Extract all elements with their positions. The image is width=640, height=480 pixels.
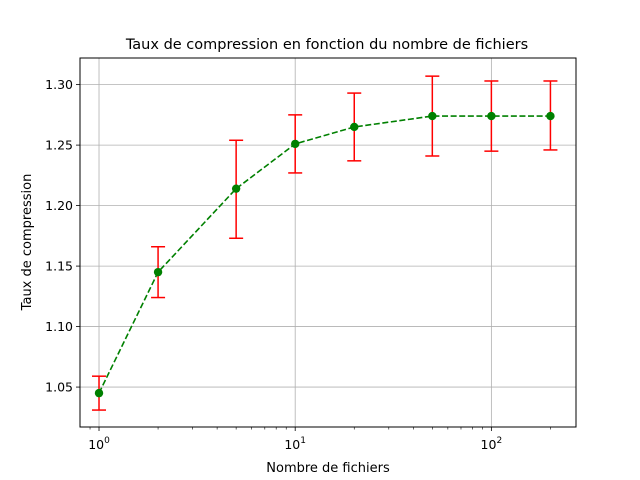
data-point	[290, 139, 300, 149]
x-tick-label: 102	[481, 436, 503, 452]
data-series	[92, 75, 558, 411]
plot-frame	[79, 57, 577, 428]
data-point	[428, 111, 437, 121]
data-point	[153, 267, 163, 277]
data-point	[546, 111, 555, 121]
axis-ticks: 1.05 1.10 1.15 1.20 1.25 1.30 100 101 102	[45, 77, 551, 452]
y-axis-label: Taux de compression	[20, 174, 35, 312]
y-tick-label: 1.30	[45, 77, 73, 92]
data-point	[231, 184, 241, 193]
y-tick-label: 1.20	[45, 198, 73, 213]
y-tick-label: 1.10	[45, 319, 73, 334]
data-point	[94, 388, 104, 398]
y-tick-label: 1.05	[45, 380, 73, 395]
chart-title: Taux de compression en fonction du nombr…	[125, 37, 528, 53]
data-point	[350, 122, 359, 132]
x-tick-label: 101	[284, 436, 306, 452]
series-line	[98, 115, 551, 394]
x-tick-label: 100	[88, 436, 110, 452]
x-axis-label: Nombre de fichiers	[266, 461, 390, 476]
y-tick-label: 1.15	[45, 259, 73, 274]
y-tick-label: 1.25	[45, 138, 73, 153]
data-point	[487, 111, 496, 121]
